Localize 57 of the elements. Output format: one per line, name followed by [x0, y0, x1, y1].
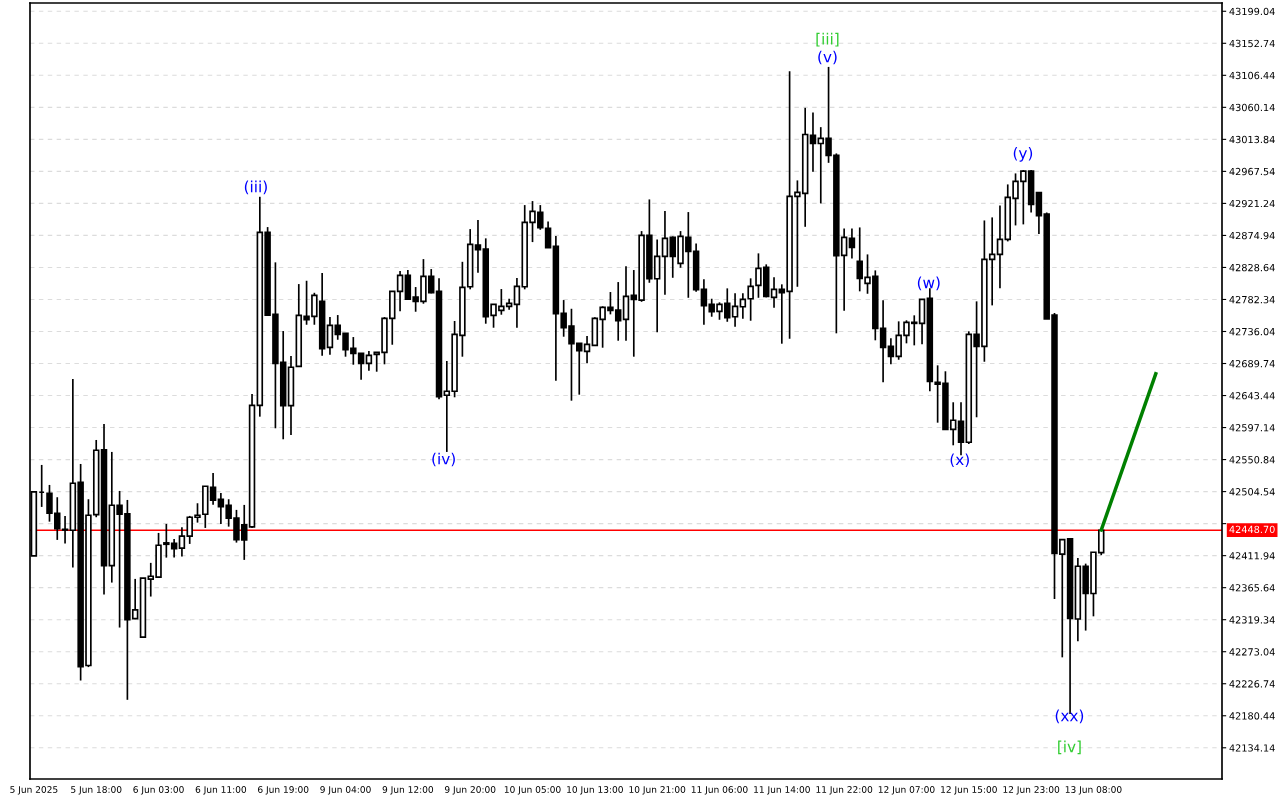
x-tick-label: 6 Jun 03:00	[133, 786, 184, 795]
y-tick-label: 42504.54	[1229, 488, 1275, 496]
y-tick-label: 43013.84	[1229, 135, 1275, 144]
y-tick-label: 42689.74	[1229, 359, 1275, 368]
y-tick-label: 42782.34	[1229, 295, 1275, 304]
x-tick-label: 11 Jun 06:00	[691, 786, 748, 795]
x-tick-label: 12 Jun 07:00	[878, 786, 935, 795]
annotation: (x)	[950, 453, 969, 468]
y-tick-label: 42967.54	[1229, 167, 1275, 176]
candlestick	[770, 276, 778, 309]
y-tick-label: 42411.94	[1229, 552, 1275, 560]
y-tick-label: 42134.14	[1229, 744, 1275, 752]
x-tick-label: 10 Jun 05:00	[504, 786, 561, 795]
annotation: (y)	[1013, 146, 1033, 162]
x-tick-label: 9 Jun 20:00	[444, 786, 496, 795]
x-tick-label: 11 Jun 22:00	[816, 786, 873, 795]
x-tick-label: 9 Jun 04:00	[320, 786, 371, 795]
y-tick-label: 42597.14	[1229, 424, 1275, 432]
y-tick-label: 42828.64	[1229, 263, 1275, 272]
y-tick-label: 42921.24	[1229, 199, 1275, 208]
x-tick-label: 13 Jun 08:00	[1065, 786, 1122, 795]
y-tick-label: 43106.44	[1229, 71, 1275, 80]
y-tick-label: 43060.14	[1229, 103, 1275, 112]
y-tick-label: 42736.04	[1229, 327, 1275, 336]
x-tick-label: 9 Jun 12:00	[382, 786, 434, 795]
annotation: (iv)	[432, 452, 455, 467]
x-tick-label: 6 Jun 11:00	[195, 786, 247, 795]
x-tick-label: 5 Jun 18:00	[71, 786, 122, 795]
x-tick-label: 10 Jun 21:00	[629, 786, 686, 795]
annotation: [iv]	[1058, 740, 1081, 755]
annotation: (v)	[818, 50, 837, 65]
candlestick	[474, 219, 482, 274]
x-tick-label: 6 Jun 19:00	[258, 786, 309, 795]
candlestick	[809, 111, 817, 173]
candlestick	[848, 227, 856, 260]
candlestick	[996, 204, 1004, 290]
x-tick-label: 12 Jun 23:00	[1003, 786, 1060, 795]
ref-line-label: 42448.70	[1229, 525, 1275, 534]
y-tick-label: 42226.74	[1229, 680, 1275, 688]
annotation: (iii)	[244, 180, 267, 195]
y-tick-label: 42874.94	[1229, 231, 1275, 240]
y-tick-label: 42273.04	[1229, 648, 1275, 656]
y-tick-label: 43152.74	[1229, 39, 1275, 48]
y-tick-label: 42319.34	[1229, 616, 1275, 624]
annotation: [iii]	[816, 32, 839, 47]
y-tick-label: 42643.44	[1229, 392, 1275, 400]
x-tick-label: 10 Jun 13:00	[567, 786, 623, 795]
annotation: (xx)	[1055, 709, 1084, 724]
x-tick-label: 12 Jun 15:00	[941, 786, 997, 795]
y-tick-label: 42365.64	[1229, 584, 1275, 592]
candlestick	[622, 265, 630, 342]
annotation: (w)	[917, 276, 940, 291]
y-tick-label: 43199.04	[1229, 7, 1275, 16]
x-tick-label: 5 Jun 2025	[10, 786, 58, 795]
x-tick-label: 11 Jun 14:00	[754, 786, 810, 795]
y-tick-label: 42180.44	[1229, 712, 1275, 720]
y-tick-label: 42550.84	[1229, 456, 1275, 464]
